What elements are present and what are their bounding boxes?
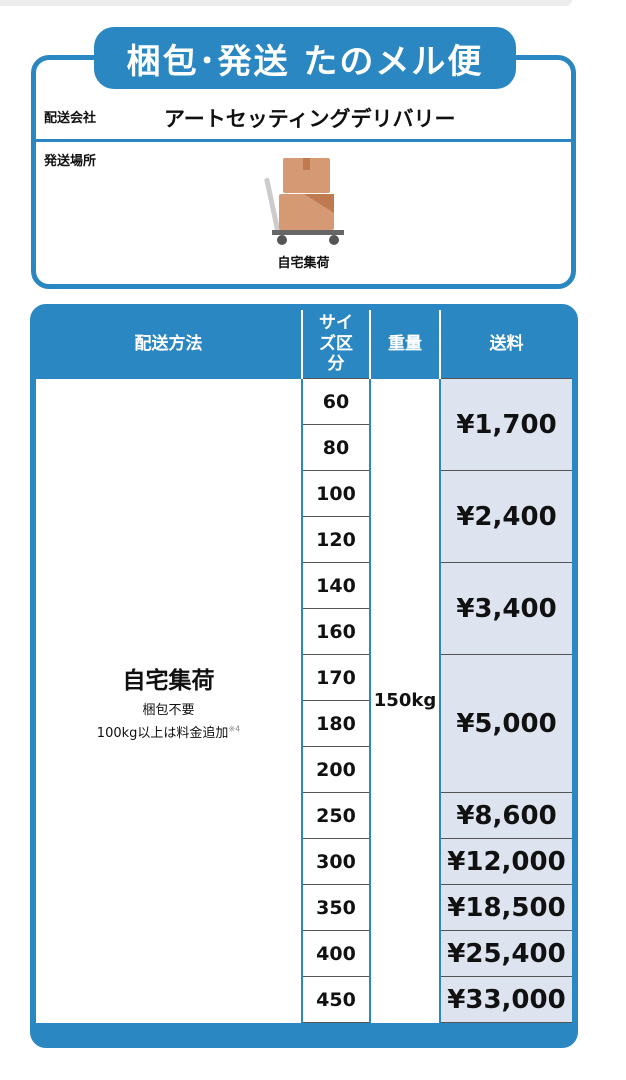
weight-cell: 150kg: [369, 378, 441, 1023]
size-cell: 200: [301, 746, 371, 793]
price-cell: ¥2,400: [440, 470, 572, 563]
table-row: 400 ¥25,400: [36, 930, 572, 977]
company-name: アートセッティングデリバリー: [164, 107, 456, 131]
table-row: 100 ¥2,400: [36, 470, 572, 563]
table-row: 自宅集荷梱包不要 100kg以上は料金追加※4 60 150kg ¥1,700: [36, 378, 572, 1023]
method-cell: 自宅集荷梱包不要 100kg以上は料金追加※4: [36, 378, 302, 1023]
shipping-fee-table: 配送方法 サイズ区分 重量 送料 自宅集荷梱包不要 100kg以上は料金追加※4 6…: [30, 304, 578, 1048]
price-cell: ¥3,400: [440, 562, 572, 655]
shipping-info-card: 配送会社 アートセッティングデリバリー 発送場所 自宅集荷: [31, 55, 576, 289]
price-cell: ¥25,400: [440, 930, 572, 977]
table-row: 120: [36, 516, 572, 563]
table-row: 350 ¥18,500: [36, 884, 572, 931]
size-cell: 170: [301, 654, 371, 701]
header-fee: 送料: [439, 310, 572, 379]
company-label: 配送会社: [44, 111, 97, 126]
method-title: 自宅集荷: [122, 667, 215, 694]
footnote-mark: ※4: [228, 724, 241, 734]
price-cell: ¥33,000: [440, 976, 572, 1023]
place-label: 発送場所: [44, 154, 97, 169]
table-row: 160: [36, 608, 572, 655]
price-cell: ¥18,500: [440, 884, 572, 931]
size-cell: 60: [301, 378, 371, 425]
table-row: 300 ¥12,000: [36, 838, 572, 885]
size-cell: 300: [301, 838, 371, 885]
price-cell: ¥8,600: [440, 792, 572, 839]
table-row: 250 ¥8,600: [36, 792, 572, 839]
table-row: 180: [36, 700, 572, 747]
table-row: 140 ¥3,400: [36, 562, 572, 655]
size-cell: 100: [301, 470, 371, 517]
top-scroll-bar: [0, 0, 572, 6]
method-note-1: 梱包不要: [142, 702, 195, 718]
size-cell: 350: [301, 884, 371, 931]
price-cell: ¥1,700: [440, 378, 572, 471]
header-weight: 重量: [369, 310, 440, 379]
method-note-2: 100kg以上は料金追加: [96, 725, 229, 741]
size-cell: 120: [301, 516, 371, 563]
size-cell: 180: [301, 700, 371, 747]
box-cart-icon: [264, 158, 344, 245]
size-cell: 160: [301, 608, 371, 655]
table-row: 80: [36, 424, 572, 471]
price-cell: ¥12,000: [440, 838, 572, 885]
page-title: 梱包･発送 たのメル便: [94, 27, 516, 89]
size-cell: 400: [301, 930, 371, 977]
size-cell: 140: [301, 562, 371, 609]
size-cell: 250: [301, 792, 371, 839]
place-value: 自宅集荷: [277, 256, 330, 271]
table-row: 170 ¥5,000: [36, 654, 572, 793]
header-size: サイズ区分: [301, 310, 370, 379]
table-row: 450 ¥33,000: [36, 976, 572, 1023]
company-row: 配送会社 アートセッティングデリバリー: [36, 93, 571, 142]
size-cell: 80: [301, 424, 371, 471]
price-cell: ¥5,000: [440, 654, 572, 793]
table-row: 200: [36, 746, 572, 793]
header-method: 配送方法: [36, 310, 302, 379]
size-cell: 450: [301, 976, 371, 1023]
